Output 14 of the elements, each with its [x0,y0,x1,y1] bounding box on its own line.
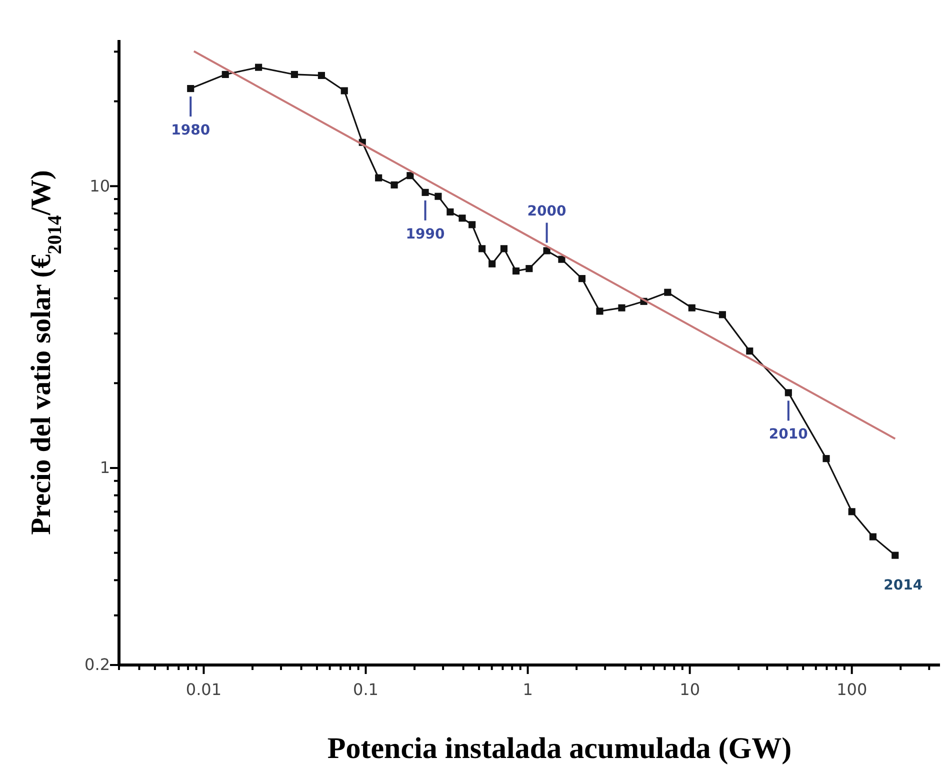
annotation: 2010 [768,426,808,443]
y-tick-label: 0.2 [84,655,110,674]
x-tick-label: 0.01 [186,680,222,699]
annotation: 1990 [406,226,446,242]
x-axis-title: Potencia instalada acumulada (GW) [327,732,792,765]
annotation: 2000 [527,204,567,220]
y-tick-label: 10 [90,176,110,196]
annotation: 1980 [171,122,210,139]
x-tick-label: 10 [680,680,700,699]
x-tick-label: 100 [836,680,868,699]
x-tick-label: 1 [522,680,533,699]
x-tick-label: 0.1 [353,680,378,699]
annotation: 2014 [884,577,923,594]
y-tick-label: 1 [100,458,110,478]
